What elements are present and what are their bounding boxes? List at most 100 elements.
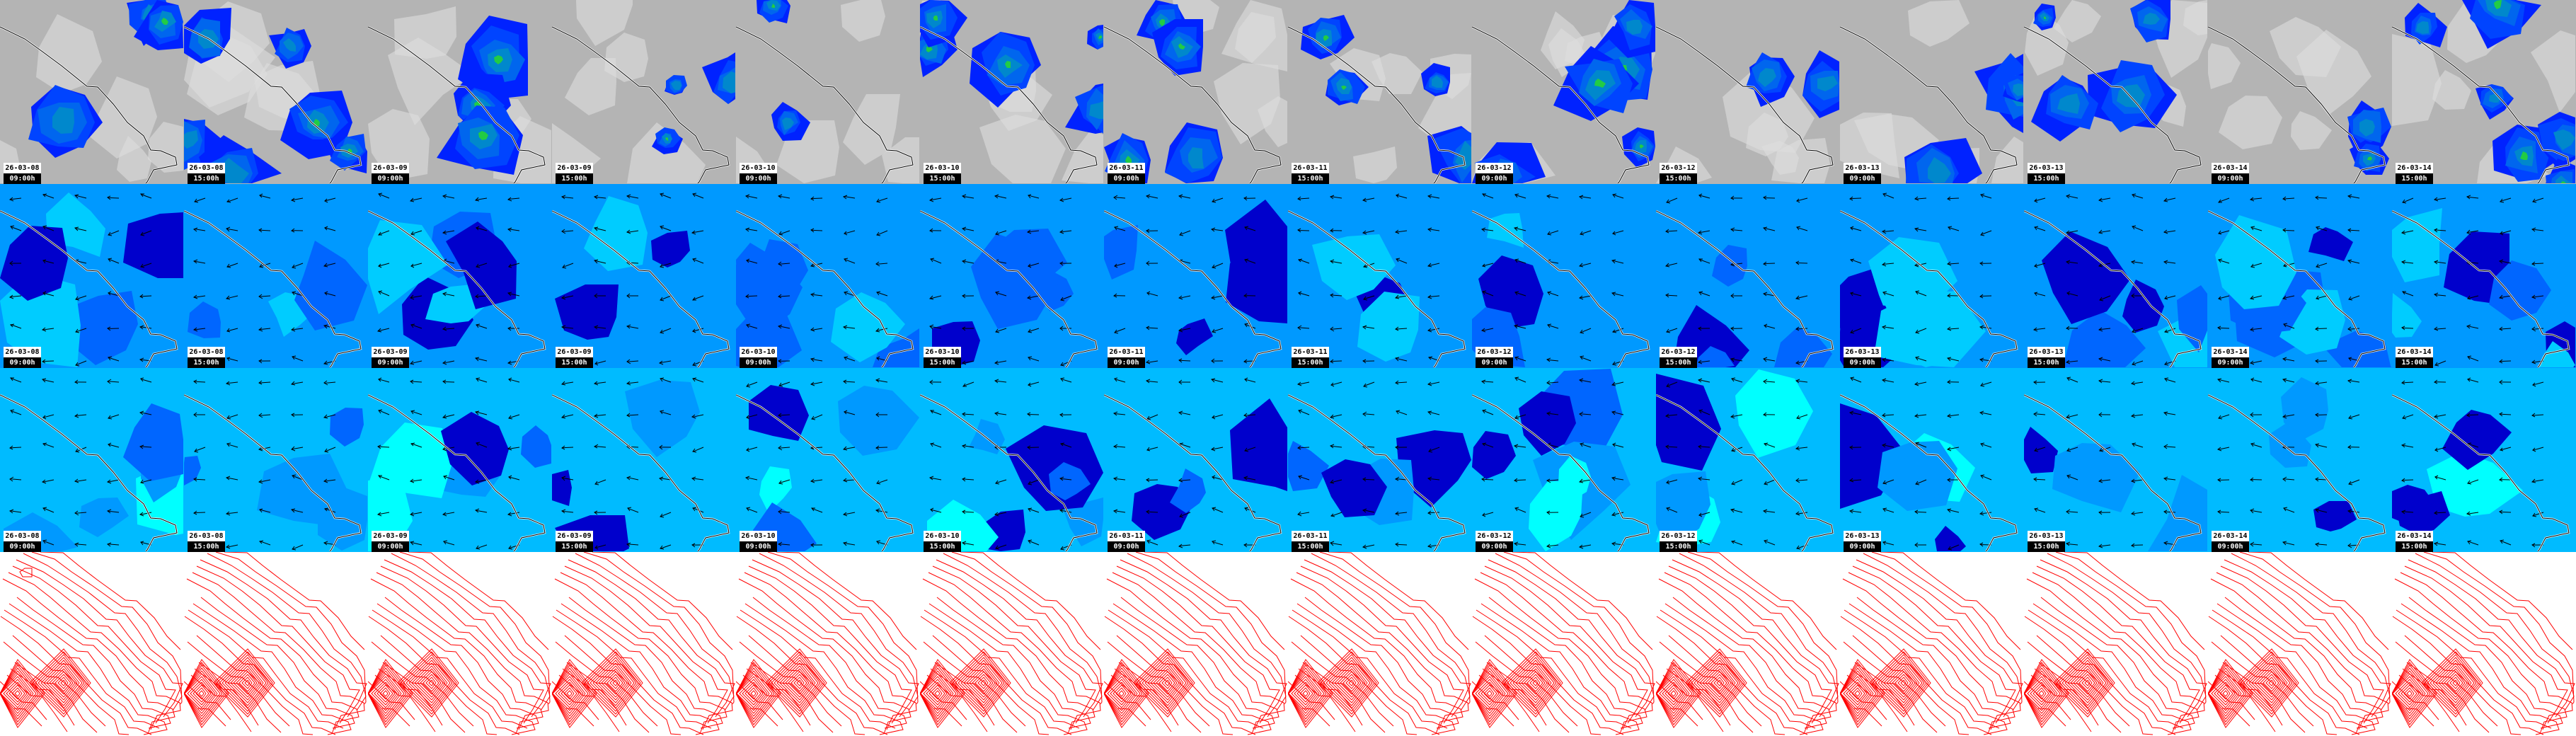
wind-arrow-icon: [225, 544, 238, 549]
wind-arrow-icon: [443, 475, 455, 481]
wind-speed-area: [2392, 293, 2422, 338]
pressure-contour: [931, 687, 943, 700]
wind-arrow-icon: [1795, 511, 1808, 516]
pressure-contour: [1288, 670, 1325, 717]
coastline: [2208, 210, 2386, 368]
pressure-contour: [1328, 660, 1371, 706]
pressure-contour: [920, 676, 952, 711]
wind-arrow-icon: [2400, 230, 2414, 235]
wind-arrow-icon: [2250, 442, 2262, 448]
pressure-contour: [1472, 662, 1515, 725]
pressure-contour: [1524, 671, 1546, 695]
wind-arrow-icon: [2499, 379, 2512, 385]
wind-arrow-icon: [74, 478, 87, 483]
wind-arrow-icon: [258, 380, 271, 385]
pressure-contour: [2059, 654, 2111, 712]
pressure-contour: [192, 684, 209, 703]
wind-low-map: [1656, 184, 1840, 368]
wind-high-panel: 26-03-08 15:00h: [184, 368, 368, 552]
pressure-contour: [2392, 659, 2437, 728]
wind-arrow-icon: [1578, 263, 1592, 268]
wind-low-panel: 26-03-12 09:00h: [1472, 184, 1656, 368]
wind-arrow-icon: [41, 479, 54, 484]
pressure-contour: [1889, 668, 1916, 698]
wind-arrow-icon: [2434, 228, 2446, 233]
pressure-contour: [1288, 667, 1327, 720]
wind-arrow-icon: [409, 197, 422, 202]
pressure-contour: [1331, 662, 1368, 703]
wind-arrow-icon: [1915, 290, 1927, 297]
pressure-contour: [2064, 660, 2107, 706]
wind-arrow-icon: [929, 379, 942, 385]
wind-arrow-icon: [442, 194, 455, 199]
wind-arrow-icon: [594, 293, 606, 299]
pressure-contour: [8, 572, 181, 730]
pressure-contour: [4, 609, 160, 729]
wind-arrow-icon: [1580, 442, 1592, 448]
wind-high-panel: 26-03-14 09:00h: [2208, 368, 2392, 552]
wind-arrow-icon: [2402, 197, 2414, 204]
wind-arrow-icon: [660, 295, 672, 301]
timestamp-label: 26-03-10 15:00h: [924, 347, 961, 368]
pressure-contour: [1840, 676, 1872, 711]
pressure-contour: [1483, 687, 1495, 700]
pressure-contour: [2400, 684, 2417, 703]
precipitation-map: [2392, 0, 2576, 184]
wind-arrow-icon: [476, 377, 488, 383]
pressure-contour: [1317, 648, 1379, 718]
wind-arrow-icon: [323, 414, 336, 419]
wind-arrow-icon: [1112, 444, 1126, 449]
pressure-contour: [1501, 648, 1563, 718]
pressure-contour: [2423, 552, 2575, 705]
pressure-contour: [1319, 552, 1471, 705]
wind-arrow-icon: [842, 512, 856, 517]
wind-arrow-icon: [1762, 292, 1776, 297]
pressure-contour: [2214, 682, 2236, 706]
wind-arrow-icon: [1028, 507, 1040, 513]
time-label: 15:00h: [1292, 541, 1329, 552]
wind-arrow-icon: [1481, 477, 1494, 482]
pressure-contour: [788, 671, 810, 695]
wind-high-panel: 26-03-10 15:00h: [920, 368, 1104, 552]
time-label: 15:00h: [2396, 173, 2433, 184]
wind-arrow-icon: [378, 377, 390, 383]
pressure-contour: [1856, 559, 2023, 718]
timestamp-label: 26-03-14 15:00h: [2396, 347, 2433, 368]
wind-arrow-icon: [1546, 478, 1559, 483]
wind-arrow-icon: [1881, 262, 1894, 267]
wind-arrow-icon: [2250, 377, 2262, 383]
wind-arrow-icon: [1762, 226, 1776, 231]
wind-arrow-icon: [1730, 326, 1743, 331]
pressure-contour: [738, 578, 912, 735]
wind-arrow-icon: [2400, 260, 2414, 265]
pressure-contour: [1156, 671, 1178, 695]
wind-arrow-icon: [108, 258, 120, 264]
wind-arrow-icon: [2347, 509, 2360, 514]
pressure-contour: [560, 684, 577, 703]
pressure-contour: [2024, 667, 2063, 720]
wind-arrow-icon: [2066, 291, 2078, 297]
pressure-contour: [8, 684, 25, 703]
pressure-contour: [920, 659, 965, 728]
pressure-contour: [560, 603, 720, 735]
pressure-contour: [598, 665, 630, 701]
wind-arrow-icon: [2499, 412, 2512, 417]
wind-arrow-icon: [660, 410, 672, 415]
pressure-contour: [2446, 674, 2463, 692]
pressure-contour: [1161, 677, 1173, 689]
wind-arrow-icon: [9, 476, 22, 482]
wind-low-panel: 26-03-10 15:00h: [920, 184, 1104, 368]
wind-arrow-icon: [1665, 444, 1678, 449]
wind-arrow-icon: [2314, 443, 2328, 448]
wind-arrow-icon: [2499, 359, 2512, 364]
wind-arrow-icon: [2500, 539, 2512, 546]
wind-arrow-icon: [2033, 411, 2046, 417]
date-label: 26-03-12: [1660, 347, 1697, 357]
wind-arrow-icon: [139, 294, 152, 299]
pressure-contour: [1894, 674, 1911, 692]
pressure-contour: [244, 679, 251, 686]
wind-high-panel: 26-03-13 09:00h: [1840, 368, 2024, 552]
coastline: [1288, 26, 1466, 184]
time-label: 15:00h: [1660, 541, 1697, 552]
wind-arrow-icon: [410, 410, 422, 415]
